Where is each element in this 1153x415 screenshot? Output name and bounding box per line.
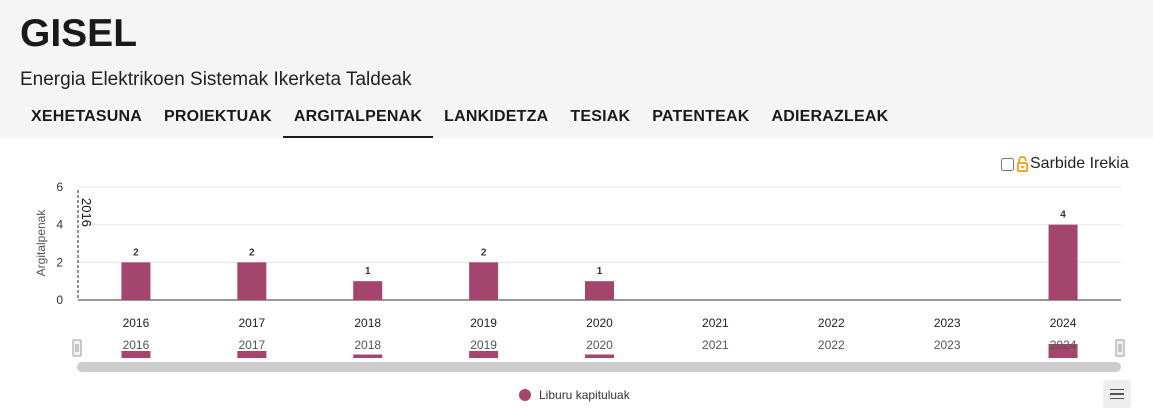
hamburger-menu-icon: [1110, 388, 1124, 391]
y-tick-label: 6: [56, 180, 63, 194]
tab-lankidetza[interactable]: LANKIDETZA: [444, 108, 549, 125]
y-tick-label: 0: [56, 293, 63, 307]
open-lock-icon: [1017, 156, 1028, 172]
y-tick-label: 4: [56, 218, 63, 232]
tab-patenteak[interactable]: PATENTEAK: [652, 108, 750, 125]
bar-2018[interactable]: [353, 281, 383, 300]
crosshair-label: 2016: [79, 198, 94, 227]
open-access-filter[interactable]: Sarbide Irekia: [1001, 155, 1129, 173]
tab-bar: XEHETASUNA PROIEKTUAK ARGITALPENAK LANKI…: [20, 100, 899, 138]
x-tick-label-2017: 2017: [238, 316, 265, 330]
navigator-label-2024: 2024: [1050, 338, 1077, 352]
x-tick-label-2016: 2016: [123, 316, 150, 330]
x-tick-label-2024: 2024: [1050, 316, 1077, 330]
bar-2017[interactable]: [237, 262, 267, 300]
legend-marker: [519, 389, 531, 401]
x-tick-label-2018: 2018: [354, 316, 381, 330]
navigator-label-2023: 2023: [934, 338, 961, 352]
open-access-checkbox[interactable]: [1001, 157, 1014, 171]
navigator-label-2017: 2017: [238, 338, 265, 352]
data-labels: 2 2 1 2 1 4: [133, 210, 1066, 277]
crosshair: 2016: [77, 190, 94, 300]
data-label-2019: 2: [481, 247, 487, 258]
navigator-label-2018: 2018: [354, 338, 381, 352]
navigator-handle-left[interactable]: [72, 339, 82, 357]
chart-menu-button[interactable]: [1103, 380, 1131, 408]
navigator-label-2022: 2022: [818, 338, 845, 352]
x-tick-label-2021: 2021: [702, 316, 729, 330]
y-tick-label: 2: [56, 255, 63, 269]
bar-2019[interactable]: [469, 262, 499, 300]
navigator-label-2016: 2016: [123, 338, 150, 352]
x-tick-label-2020: 2020: [586, 316, 613, 330]
page-header: GISEL Energia Elektrikoen Sistemak Ikerk…: [0, 0, 1153, 138]
data-label-2018: 1: [365, 266, 371, 277]
bar-series: [121, 224, 1078, 300]
range-navigator[interactable]: [121, 344, 1078, 358]
y-axis-label: Argitalpenak: [34, 209, 48, 277]
tab-adierazleak[interactable]: ADIERAZLEAK: [771, 108, 889, 125]
bar-2020[interactable]: [585, 281, 614, 300]
navigator-labels: 2016 2017 2018 2019 2020 2021 2022 2023 2024: [123, 338, 1077, 352]
navigator-bar-2016: [121, 351, 151, 358]
x-tick-label-2022: 2022: [818, 316, 845, 330]
group-title: GISEL: [20, 12, 138, 55]
group-subtitle: Energia Elektrikoen Sistemak Ikerketa Ta…: [20, 69, 412, 90]
x-tick-label-2019: 2019: [470, 316, 497, 330]
bar-2024[interactable]: [1048, 224, 1078, 300]
data-label-2017: 2: [249, 247, 255, 258]
x-tick-label-2023: 2023: [934, 316, 961, 330]
navigator-bar-2019: [469, 351, 499, 358]
data-label-2016: 2: [133, 247, 139, 258]
navigator-bar-2017: [237, 351, 267, 358]
navigator-label-2020: 2020: [586, 338, 613, 352]
navigator-bar-2020: [585, 354, 614, 358]
bar-2016[interactable]: [121, 262, 151, 300]
navigator-handle-right[interactable]: [1115, 339, 1125, 357]
y-axis: 0 2 4 6: [56, 180, 63, 307]
tab-proiektuak[interactable]: PROIEKTUAK: [164, 108, 272, 125]
tab-xehetasuna[interactable]: XEHETASUNA: [31, 108, 143, 125]
chart-legend[interactable]: Liburu kapituluak: [519, 388, 630, 402]
tab-tesiak[interactable]: TESIAK: [570, 108, 631, 125]
navigator-bar-2018: [353, 354, 383, 358]
open-access-label: Sarbide Irekia: [1030, 155, 1129, 172]
x-axis: 2016 2017 2018 2019 2020 2021 2022 2023 2024: [123, 316, 1077, 330]
navigator-label-2021: 2021: [702, 338, 729, 352]
navigator-label-2019: 2019: [470, 338, 497, 352]
data-label-2024: 4: [1060, 210, 1066, 221]
navigator-scrollbar[interactable]: [77, 362, 1121, 372]
data-label-2020: 1: [597, 266, 603, 277]
navigator-bar-2024: [1048, 344, 1078, 358]
tab-argitalpenak[interactable]: ARGITALPENAK: [282, 100, 434, 138]
legend-label: Liburu kapituluak: [539, 388, 630, 402]
